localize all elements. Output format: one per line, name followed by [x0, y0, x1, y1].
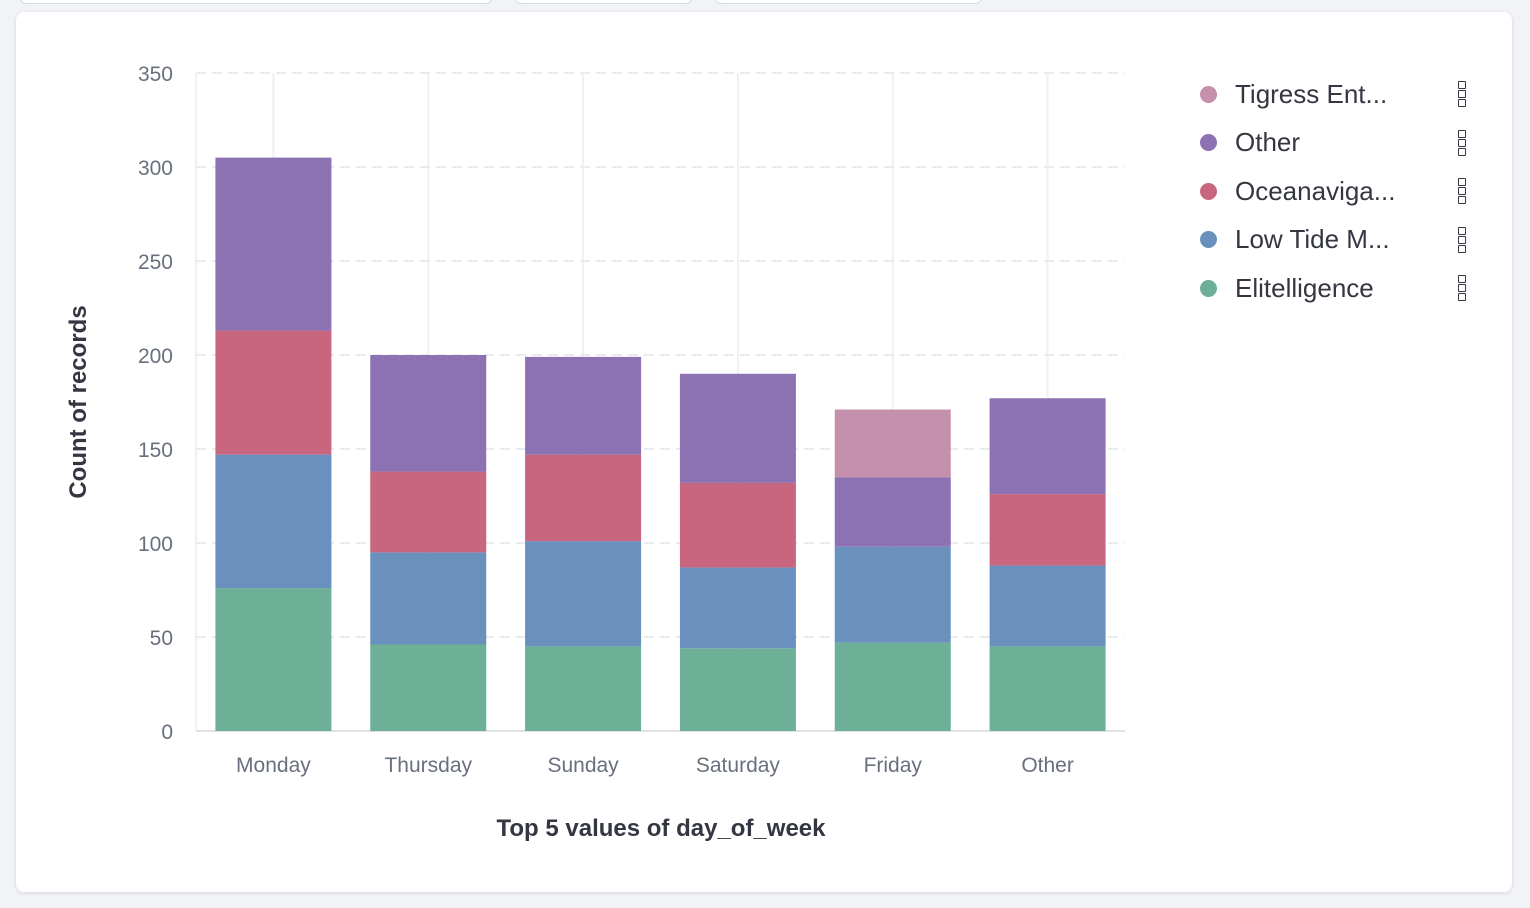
bar-segment[interactable] — [989, 646, 1106, 731]
legend-item-menu-icon[interactable] — [1458, 226, 1466, 253]
legend-color-dot — [1200, 134, 1217, 152]
bar-segment[interactable] — [525, 646, 642, 731]
bar-segment[interactable] — [525, 541, 642, 647]
legend-item-menu-icon[interactable] — [1458, 81, 1466, 108]
legend-label: Elitelligence — [1235, 272, 1374, 303]
bar-segment[interactable] — [679, 482, 796, 568]
y-tick-label: 200 — [138, 345, 173, 368]
legend-item[interactable]: Tigress Ent... — [1200, 70, 1480, 119]
bar-segment[interactable] — [525, 454, 642, 542]
bar-segment[interactable] — [834, 477, 951, 547]
legend: Tigress Ent... Other Oceanaviga... Low Tide… — [1200, 70, 1480, 313]
x-tick-label: Saturday — [696, 754, 781, 777]
bar-segment[interactable] — [370, 644, 487, 731]
bar-segment[interactable] — [834, 546, 951, 643]
legend-item-menu-icon[interactable] — [1458, 129, 1466, 156]
bar-segment[interactable] — [989, 565, 1106, 647]
bar-segment[interactable] — [370, 471, 487, 553]
bar-segment[interactable] — [215, 454, 332, 589]
x-tick-label: Sunday — [547, 754, 619, 777]
y-tick-label: 0 — [161, 721, 173, 744]
bar-segment[interactable] — [215, 157, 332, 331]
x-tick-label: Monday — [236, 754, 311, 777]
bar-segment[interactable] — [370, 552, 487, 645]
bar-segment[interactable] — [834, 642, 951, 731]
bar-segment[interactable] — [989, 398, 1106, 495]
y-tick-label: 100 — [138, 533, 173, 556]
legend-color-dot — [1200, 279, 1217, 297]
bar-segment[interactable] — [679, 648, 796, 731]
x-tick-label: Friday — [864, 754, 923, 777]
bar-segment[interactable] — [834, 409, 951, 478]
legend-item[interactable]: Oceanaviga... — [1200, 167, 1480, 216]
legend-color-dot — [1200, 231, 1217, 249]
bar-segment[interactable] — [525, 356, 642, 455]
x-tick-label: Other — [1021, 754, 1074, 777]
bar-segment[interactable] — [370, 355, 487, 472]
bar-segment[interactable] — [215, 588, 332, 731]
y-tick-label: 300 — [138, 157, 173, 180]
bar-segment[interactable] — [215, 330, 332, 455]
legend-color-dot — [1200, 85, 1217, 103]
legend-label: Oceanaviga... — [1235, 175, 1396, 206]
x-axis-title: Top 5 values of day_of_week — [496, 815, 826, 842]
legend-item-menu-icon[interactable] — [1458, 178, 1466, 205]
bar-segment[interactable] — [989, 494, 1106, 566]
legend-label: Tigress Ent... — [1235, 78, 1388, 109]
legend-label: Low Tide M... — [1235, 224, 1390, 255]
legend-item[interactable]: Elitelligence — [1200, 264, 1480, 313]
y-tick-label: 150 — [138, 439, 173, 462]
x-tick-label: Thursday — [384, 754, 472, 777]
bar-segment[interactable] — [679, 373, 796, 483]
legend-label: Other — [1235, 127, 1301, 158]
y-tick-label: 250 — [138, 251, 173, 274]
legend-color-dot — [1200, 182, 1217, 200]
legend-item-menu-icon[interactable] — [1458, 275, 1466, 302]
bar-segment[interactable] — [679, 567, 796, 649]
legend-item[interactable]: Other — [1200, 119, 1480, 168]
y-tick-label: 50 — [150, 627, 173, 650]
y-axis-title: Count of records — [65, 305, 92, 498]
y-tick-label: 350 — [138, 63, 173, 86]
legend-item[interactable]: Low Tide M... — [1200, 216, 1480, 265]
